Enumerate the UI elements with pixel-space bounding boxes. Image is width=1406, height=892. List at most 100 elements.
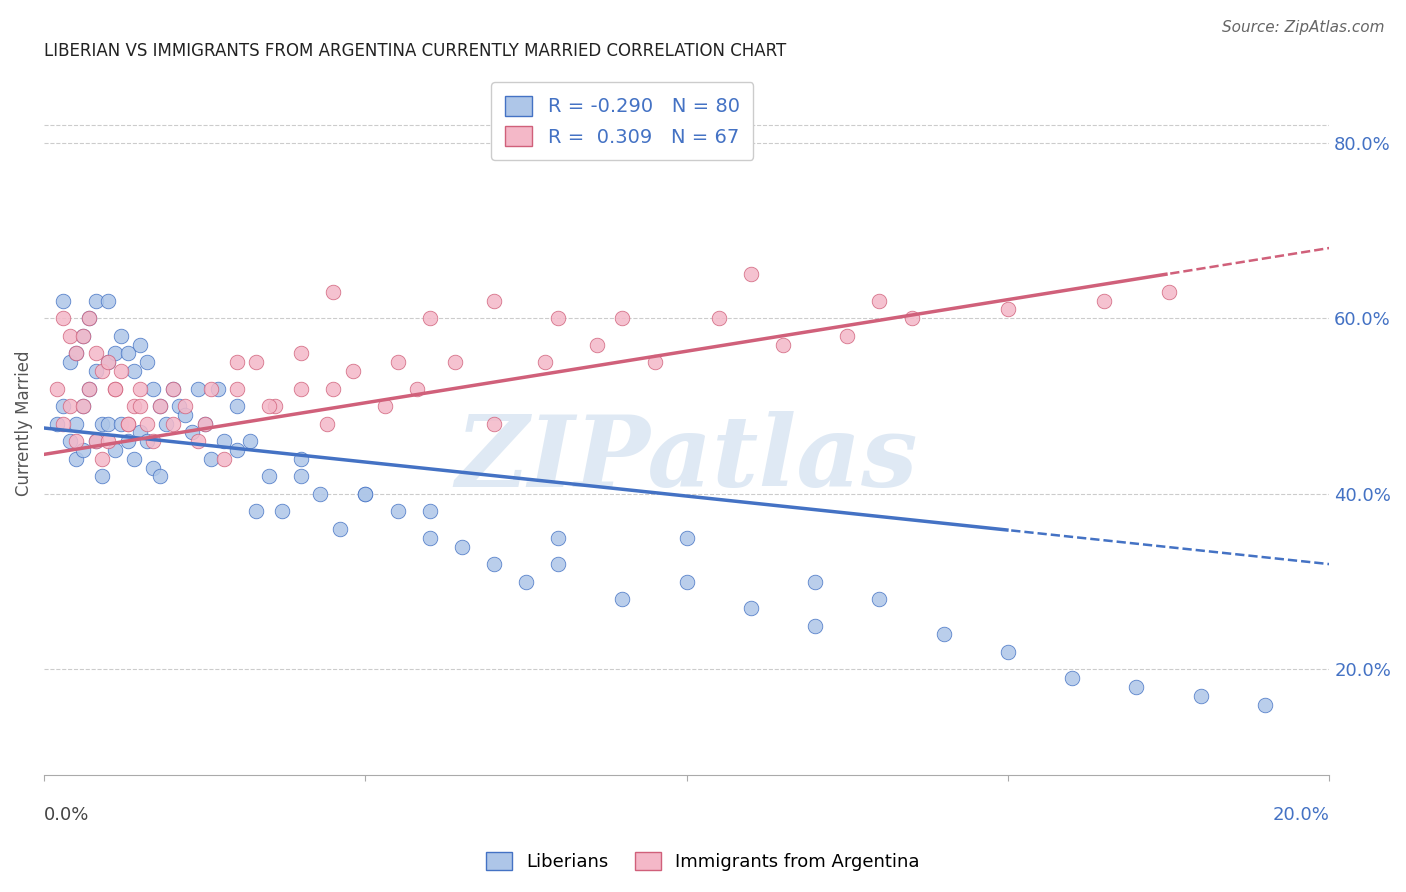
Point [129,399,152,413]
Point [135,417,157,431]
Point [129,425,152,440]
Point [257,399,280,413]
Point [837,328,859,343]
Point [91,364,114,378]
Point [97,417,120,431]
Point [225,355,247,369]
Text: 20.0%: 20.0% [1272,806,1329,824]
Legend: R = -0.290   N = 80, R =  0.309   N = 67: R = -0.290 N = 80, R = 0.309 N = 67 [492,82,754,161]
Point [419,504,441,518]
Point [444,355,467,369]
Point [419,311,441,326]
Point [264,399,287,413]
Point [270,504,292,518]
Point [869,293,891,308]
Point [225,442,247,457]
Point [135,434,157,449]
Point [52,417,75,431]
Point [245,504,267,518]
Point [290,451,312,466]
Point [72,328,94,343]
Point [869,592,891,607]
Point [65,346,87,360]
Point [772,337,794,351]
Point [117,434,139,449]
Point [1157,285,1180,299]
Point [180,425,202,440]
Point [59,434,82,449]
Point [72,442,94,457]
Point [167,399,190,413]
Point [142,382,165,396]
Point [142,460,165,475]
Point [1254,698,1277,712]
Point [104,442,127,457]
Point [122,451,145,466]
Point [290,382,312,396]
Point [72,399,94,413]
Point [322,382,344,396]
Legend: Liberians, Immigrants from Argentina: Liberians, Immigrants from Argentina [479,845,927,879]
Point [225,382,247,396]
Point [515,574,537,589]
Point [59,399,82,413]
Point [212,434,235,449]
Point [374,399,396,413]
Point [547,557,569,571]
Point [482,293,505,308]
Point [740,268,762,282]
Point [207,382,229,396]
Point [135,355,157,369]
Point [257,469,280,483]
Point [97,355,120,369]
Text: 0.0%: 0.0% [44,806,90,824]
Point [149,399,172,413]
Point [104,382,127,396]
Point [97,293,120,308]
Point [142,434,165,449]
Point [740,601,762,615]
Point [65,346,87,360]
Point [200,382,222,396]
Point [97,434,120,449]
Point [77,382,100,396]
Point [194,417,217,431]
Point [200,451,222,466]
Point [1062,671,1084,685]
Point [129,382,152,396]
Point [84,293,107,308]
Point [290,346,312,360]
Point [1125,680,1147,694]
Point [1189,689,1212,703]
Point [46,417,69,431]
Point [129,337,152,351]
Point [52,293,75,308]
Point [212,451,235,466]
Point [239,434,262,449]
Point [612,592,634,607]
Point [225,399,247,413]
Y-axis label: Currently Married: Currently Married [15,351,32,496]
Point [52,311,75,326]
Point [77,311,100,326]
Point [77,311,100,326]
Point [900,311,922,326]
Point [72,399,94,413]
Point [675,531,697,545]
Point [122,364,145,378]
Point [174,408,197,422]
Point [612,311,634,326]
Text: ZIPatlas: ZIPatlas [456,410,918,507]
Point [110,417,132,431]
Point [84,346,107,360]
Point [77,382,100,396]
Point [72,328,94,343]
Point [315,417,337,431]
Point [104,382,127,396]
Text: Source: ZipAtlas.com: Source: ZipAtlas.com [1222,20,1385,35]
Point [149,469,172,483]
Point [110,364,132,378]
Point [91,417,114,431]
Point [997,302,1019,317]
Point [342,364,364,378]
